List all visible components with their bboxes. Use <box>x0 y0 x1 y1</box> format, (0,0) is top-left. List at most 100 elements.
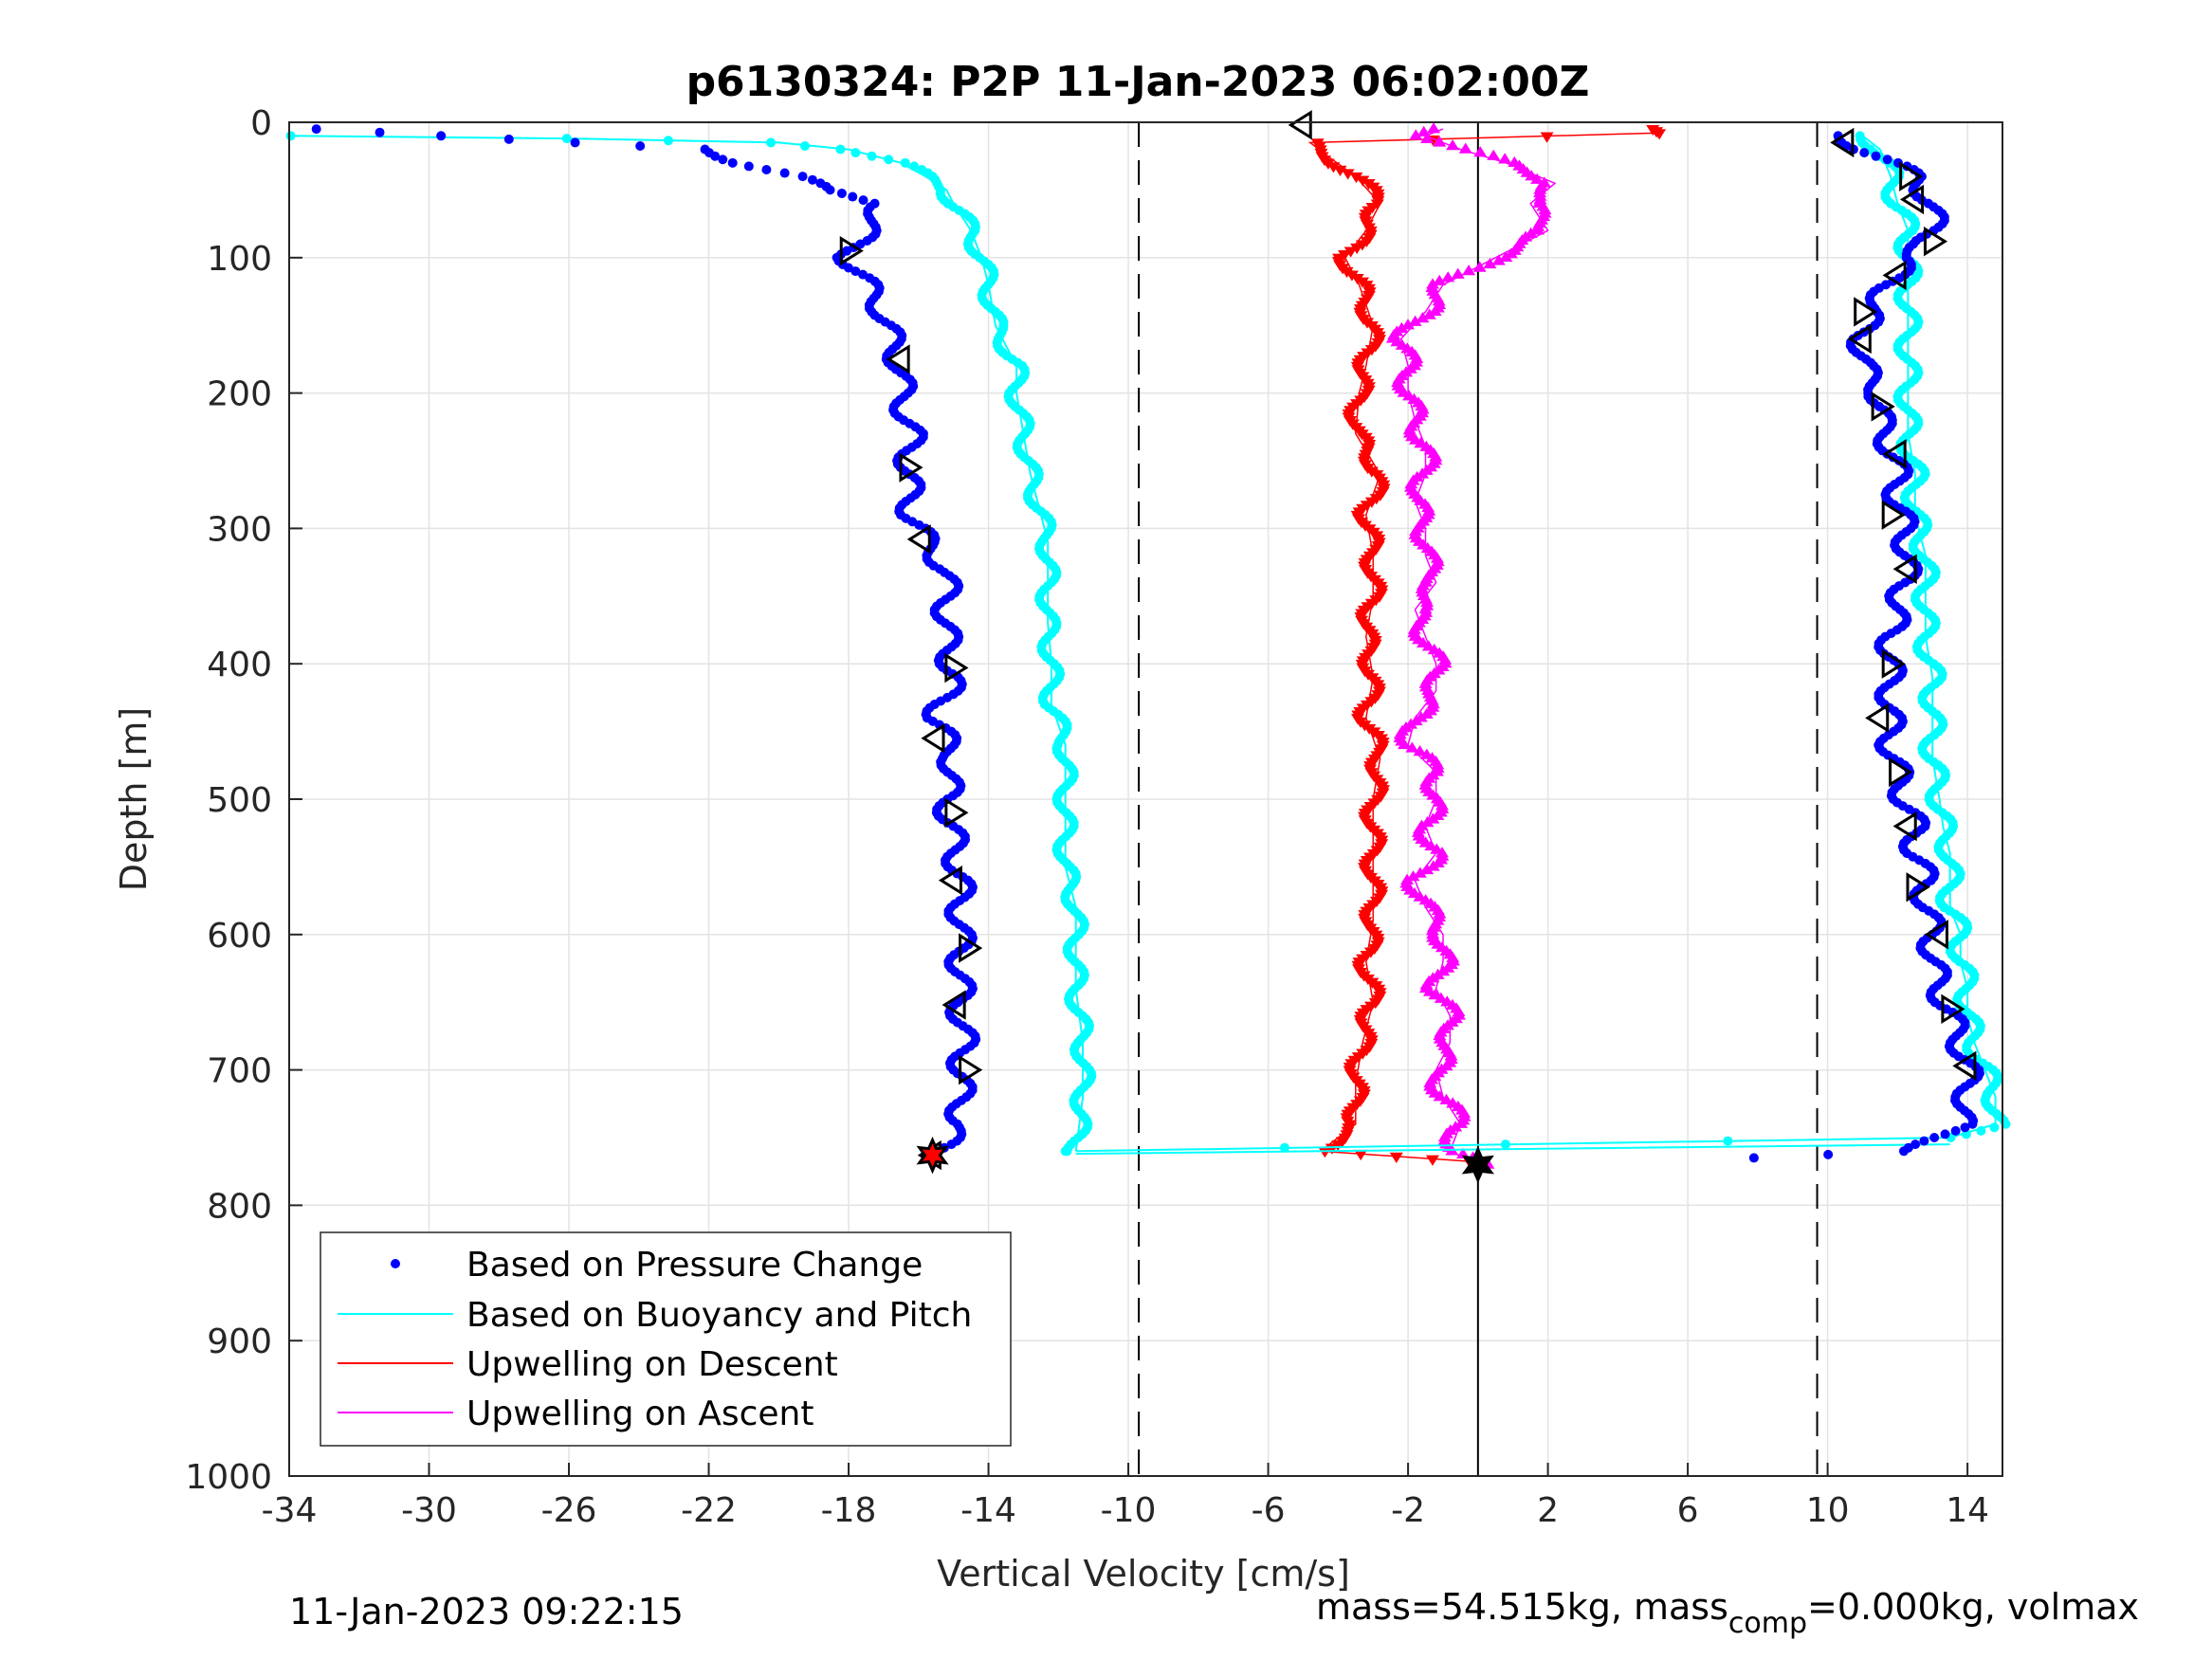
y-tick-label: 700 <box>207 1052 272 1091</box>
ascent-upwelling-marker <box>1426 278 1440 289</box>
y-tick-label: 1000 <box>185 1458 272 1497</box>
end-hexagram-marker <box>916 1136 949 1175</box>
end-hexagram-marker <box>1461 1145 1494 1184</box>
descent-triangle-marker <box>921 723 945 754</box>
ascent-upwelling-marker <box>1433 136 1447 147</box>
footer-mass-subscript: comp <box>1728 1607 1807 1640</box>
descent-upwelling-marker <box>1349 172 1363 184</box>
y-tick-label: 800 <box>207 1187 272 1226</box>
pressure-ascent-point <box>1929 1133 1940 1142</box>
ascent-upwelling-marker <box>1415 819 1429 830</box>
ascent-upwelling-marker <box>1418 894 1433 905</box>
buoyancy-descent-point <box>561 134 572 144</box>
x-tick-label: 10 <box>1806 1491 1850 1530</box>
descent-upwelling-marker <box>1355 240 1369 251</box>
ascent-upwelling-marker <box>1446 1097 1460 1108</box>
ascent-upwelling-marker <box>1416 312 1430 323</box>
descent-upwelling-marker <box>1338 250 1352 262</box>
x-tick-label: -30 <box>401 1491 457 1530</box>
y-tick-label: 500 <box>207 781 272 820</box>
legend: Based on Pressure Change Based on Buoyan… <box>320 1231 1012 1447</box>
pressure-descent-point <box>797 172 808 182</box>
descent-upwelling-marker <box>1356 175 1370 187</box>
x-tick-label: -26 <box>541 1491 597 1530</box>
buoyancy-ascent-point <box>1989 1122 2000 1133</box>
x-tick-label: -18 <box>821 1491 877 1530</box>
descent-upwelling-marker <box>1350 243 1364 255</box>
series-layer <box>285 110 2011 1184</box>
ascent-triangle-marker <box>1854 297 1878 327</box>
x-tick-label: -2 <box>1391 1491 1425 1530</box>
descent-triangle-marker <box>941 990 966 1020</box>
ascent-upwelling-marker <box>1441 271 1455 283</box>
pressure-descent-point <box>503 134 514 144</box>
pressure-descent-point <box>761 164 772 174</box>
start-triangle-marker <box>1288 110 1312 140</box>
pressure-ascent-point <box>1910 1139 1921 1150</box>
buoyancy-descent-point <box>867 151 877 161</box>
chart-title: p6130324: P2P 11-Jan-2023 06:02:00Z <box>686 58 1590 106</box>
ascent-triangle-marker <box>1871 392 1895 422</box>
descent-upwelling-marker <box>1331 1139 1345 1152</box>
x-tick-label: 6 <box>1677 1491 1699 1530</box>
pressure-descent-point <box>807 174 817 185</box>
ascent-upwelling-marker <box>1462 264 1476 276</box>
x-axis-label: Vertical Velocity [cm/s] <box>937 1553 1350 1595</box>
buoyancy-ascent-point <box>1723 1136 1733 1146</box>
x-tick-label: -34 <box>262 1491 318 1530</box>
ascent-upwelling-marker <box>1458 142 1472 154</box>
ascent-triangle-marker <box>1924 920 1948 950</box>
buoyancy-ascent-point <box>1500 1139 1510 1150</box>
ascent-upwelling-marker <box>1427 122 1441 134</box>
pressure-descent-point <box>848 191 858 202</box>
ascent-triangle-marker <box>1892 554 1917 584</box>
descent-triangle-marker <box>944 652 969 684</box>
buoyancy-descent-point <box>663 136 673 146</box>
legend-label-buoyancy: Based on Buoyancy and Pitch <box>466 1296 972 1335</box>
buoyancy-descent-point <box>909 161 920 172</box>
descent-triangle-marker <box>886 344 910 374</box>
ascent-upwelling-marker <box>1446 138 1460 151</box>
ascent-upwelling-marker <box>1408 315 1422 326</box>
ascent-upwelling-marker <box>1524 227 1538 239</box>
y-tick-label: 400 <box>207 646 272 684</box>
ascent-upwelling-marker <box>1417 125 1431 137</box>
buoyancy-descent-point <box>285 131 296 141</box>
footer-mass-part2: =0.000kg, volmax <box>1807 1586 2139 1628</box>
descent-upwelling-marker <box>1341 169 1355 180</box>
descent-triangle-marker <box>899 452 923 483</box>
buoyancy-descent-point <box>835 144 846 155</box>
pressure-descent-point <box>858 195 868 206</box>
y-axis-label: Depth [m] <box>113 707 155 892</box>
pressure-ascent-point <box>1823 1149 1834 1159</box>
pressure-ascent-point <box>1950 1125 1961 1136</box>
descent-upwelling-marker <box>1326 162 1341 173</box>
ascent-upwelling-marker <box>1395 321 1409 333</box>
pressure-descent-point <box>825 185 835 195</box>
buoyancy-ascent-point <box>1060 1146 1070 1157</box>
ascent-triangle-marker <box>1881 648 1906 679</box>
ascent-upwelling-marker <box>1472 261 1487 272</box>
legend-box <box>320 1231 1012 1447</box>
ascent-triangle-marker <box>1923 226 1948 257</box>
y-tick-label: 900 <box>207 1322 272 1361</box>
ascent-upwelling-marker <box>1449 1121 1463 1132</box>
ascent-upwelling-marker <box>1530 173 1545 184</box>
buoyancy-descent-point <box>884 155 894 165</box>
ascent-upwelling-marker <box>1413 866 1427 878</box>
ascent-upwelling-marker <box>1427 643 1441 655</box>
ascent-upwelling-marker <box>1425 752 1439 763</box>
ascent-upwelling-marker <box>1400 873 1415 884</box>
ascent-upwelling-marker <box>1419 748 1434 759</box>
ascent-triangle-marker <box>1881 500 1906 530</box>
footer-mass-part1: mass=54.515kg, mass <box>1316 1586 1728 1628</box>
ascent-upwelling-marker <box>1409 129 1423 140</box>
ascent-triangle-marker <box>1941 994 1965 1025</box>
pressure-descent-point <box>436 131 447 141</box>
ascent-upwelling-marker <box>1491 254 1506 265</box>
y-tick-label: 300 <box>207 510 272 549</box>
plot-frame <box>288 121 2003 1477</box>
ascent-triangle-marker <box>1889 757 1913 788</box>
pressure-descent-point <box>718 155 728 165</box>
ascent-upwelling-marker <box>1433 274 1447 285</box>
